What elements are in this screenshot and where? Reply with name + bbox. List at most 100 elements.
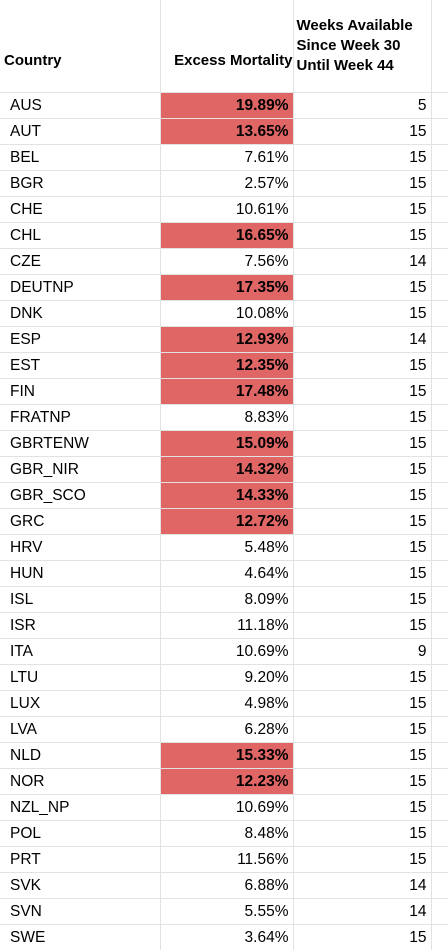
country-cell[interactable]: ITA (0, 638, 161, 665)
empty-cell[interactable] (431, 612, 448, 639)
excess-mortality-cell[interactable]: 4.64% (160, 560, 294, 587)
excess-mortality-cell[interactable]: 2.57% (160, 170, 294, 197)
excess-mortality-cell[interactable]: 14.32% (160, 456, 294, 483)
weeks-available-cell[interactable]: 15 (293, 482, 432, 509)
header-country[interactable]: Country (0, 0, 161, 93)
country-cell[interactable]: HRV (0, 534, 161, 561)
excess-mortality-cell[interactable]: 15.09% (160, 430, 294, 457)
weeks-available-cell[interactable]: 15 (293, 170, 432, 197)
country-cell[interactable]: BEL (0, 144, 161, 171)
country-cell[interactable]: POL (0, 820, 161, 847)
excess-mortality-cell[interactable]: 8.09% (160, 586, 294, 613)
empty-cell[interactable] (431, 118, 448, 145)
weeks-available-cell[interactable]: 15 (293, 118, 432, 145)
empty-cell[interactable] (431, 0, 448, 93)
empty-cell[interactable] (431, 378, 448, 405)
excess-mortality-cell[interactable]: 8.83% (160, 404, 294, 431)
country-cell[interactable]: ISL (0, 586, 161, 613)
empty-cell[interactable] (431, 846, 448, 873)
excess-mortality-cell[interactable]: 5.55% (160, 898, 294, 925)
weeks-available-cell[interactable]: 15 (293, 144, 432, 171)
weeks-available-cell[interactable]: 15 (293, 300, 432, 327)
country-cell[interactable]: NOR (0, 768, 161, 795)
weeks-available-cell[interactable]: 15 (293, 794, 432, 821)
excess-mortality-cell[interactable]: 14.33% (160, 482, 294, 509)
country-cell[interactable]: CZE (0, 248, 161, 275)
weeks-available-cell[interactable]: 15 (293, 716, 432, 743)
empty-cell[interactable] (431, 144, 448, 171)
weeks-available-cell[interactable]: 15 (293, 768, 432, 795)
weeks-available-cell[interactable]: 14 (293, 872, 432, 899)
empty-cell[interactable] (431, 664, 448, 691)
country-cell[interactable]: SWE (0, 924, 161, 950)
country-cell[interactable]: SVK (0, 872, 161, 899)
empty-cell[interactable] (431, 196, 448, 223)
empty-cell[interactable] (431, 586, 448, 613)
excess-mortality-cell[interactable]: 15.33% (160, 742, 294, 769)
excess-mortality-cell[interactable]: 7.61% (160, 144, 294, 171)
empty-cell[interactable] (431, 560, 448, 587)
empty-cell[interactable] (431, 326, 448, 353)
weeks-available-cell[interactable]: 14 (293, 898, 432, 925)
weeks-available-cell[interactable]: 15 (293, 404, 432, 431)
empty-cell[interactable] (431, 508, 448, 535)
country-cell[interactable]: HUN (0, 560, 161, 587)
country-cell[interactable]: FRATNP (0, 404, 161, 431)
country-cell[interactable]: CHL (0, 222, 161, 249)
country-cell[interactable]: GBR_SCO (0, 482, 161, 509)
weeks-available-cell[interactable]: 15 (293, 222, 432, 249)
excess-mortality-cell[interactable]: 12.93% (160, 326, 294, 353)
header-excess-mortality[interactable]: Excess Mortality (160, 0, 294, 93)
empty-cell[interactable] (431, 924, 448, 950)
weeks-available-cell[interactable]: 14 (293, 248, 432, 275)
empty-cell[interactable] (431, 170, 448, 197)
country-cell[interactable]: AUT (0, 118, 161, 145)
empty-cell[interactable] (431, 248, 448, 275)
empty-cell[interactable] (431, 638, 448, 665)
excess-mortality-cell[interactable]: 4.98% (160, 690, 294, 717)
weeks-available-cell[interactable]: 15 (293, 456, 432, 483)
weeks-available-cell[interactable]: 14 (293, 326, 432, 353)
country-cell[interactable]: ESP (0, 326, 161, 353)
weeks-available-cell[interactable]: 15 (293, 664, 432, 691)
country-cell[interactable]: GRC (0, 508, 161, 535)
empty-cell[interactable] (431, 768, 448, 795)
excess-mortality-cell[interactable]: 19.89% (160, 92, 294, 119)
excess-mortality-cell[interactable]: 12.72% (160, 508, 294, 535)
country-cell[interactable]: GBR_NIR (0, 456, 161, 483)
weeks-available-cell[interactable]: 5 (293, 92, 432, 119)
excess-mortality-cell[interactable]: 10.69% (160, 794, 294, 821)
country-cell[interactable]: BGR (0, 170, 161, 197)
excess-mortality-cell[interactable]: 17.48% (160, 378, 294, 405)
empty-cell[interactable] (431, 794, 448, 821)
excess-mortality-cell[interactable]: 11.18% (160, 612, 294, 639)
country-cell[interactable]: GBRTENW (0, 430, 161, 457)
weeks-available-cell[interactable]: 15 (293, 846, 432, 873)
weeks-available-cell[interactable]: 15 (293, 820, 432, 847)
empty-cell[interactable] (431, 872, 448, 899)
excess-mortality-cell[interactable]: 6.28% (160, 716, 294, 743)
excess-mortality-cell[interactable]: 6.88% (160, 872, 294, 899)
empty-cell[interactable] (431, 534, 448, 561)
excess-mortality-cell[interactable]: 10.61% (160, 196, 294, 223)
country-cell[interactable]: LVA (0, 716, 161, 743)
excess-mortality-cell[interactable]: 11.56% (160, 846, 294, 873)
header-weeks-available[interactable]: Weeks Available Since Week 30 Until Week… (293, 0, 432, 93)
country-cell[interactable]: AUS (0, 92, 161, 119)
weeks-available-cell[interactable]: 15 (293, 378, 432, 405)
empty-cell[interactable] (431, 898, 448, 925)
empty-cell[interactable] (431, 430, 448, 457)
empty-cell[interactable] (431, 352, 448, 379)
country-cell[interactable]: NLD (0, 742, 161, 769)
country-cell[interactable]: DEUTNP (0, 274, 161, 301)
weeks-available-cell[interactable]: 15 (293, 586, 432, 613)
weeks-available-cell[interactable]: 15 (293, 430, 432, 457)
empty-cell[interactable] (431, 742, 448, 769)
country-cell[interactable]: DNK (0, 300, 161, 327)
country-cell[interactable]: LUX (0, 690, 161, 717)
country-cell[interactable]: SVN (0, 898, 161, 925)
excess-mortality-cell[interactable]: 13.65% (160, 118, 294, 145)
excess-mortality-cell[interactable]: 10.08% (160, 300, 294, 327)
excess-mortality-cell[interactable]: 12.35% (160, 352, 294, 379)
excess-mortality-cell[interactable]: 5.48% (160, 534, 294, 561)
